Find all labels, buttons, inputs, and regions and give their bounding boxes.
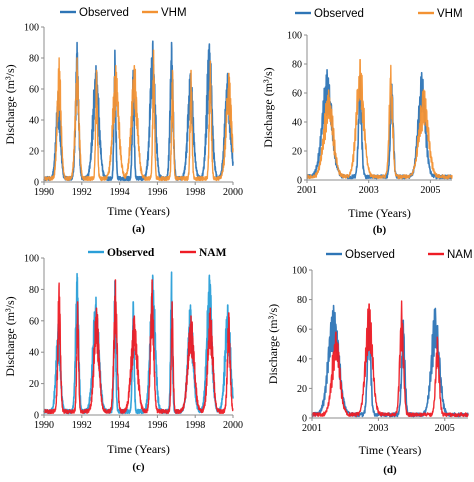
y-tick-label: 40 <box>292 118 302 129</box>
panel-label: (d) <box>383 464 397 476</box>
legend-label-vhm: VHM <box>161 7 187 19</box>
x-tick-label: 2003 <box>368 423 388 434</box>
x-tick-label: 2005 <box>420 185 440 196</box>
x-tick-label: 1992 <box>72 187 92 198</box>
y-tick-label: 40 <box>29 348 39 359</box>
y-tick-label: 60 <box>29 316 39 327</box>
series-line-observed <box>43 271 234 415</box>
legend-label-nam: NAM <box>447 249 473 261</box>
x-tick-label: 2005 <box>435 423 455 434</box>
x-axis-label: Time (Years) <box>107 204 170 218</box>
y-tick-label: 20 <box>292 147 302 158</box>
x-axis-label: Time (Years) <box>348 206 411 220</box>
x-axis-label: Time (Years) <box>359 443 422 457</box>
x-tick-label: 1998 <box>185 420 205 431</box>
x-tick-label: 2001 <box>297 185 317 196</box>
legend-label-observed: Observed <box>107 247 155 259</box>
y-axis-label: Discharge (m³/s) <box>3 296 17 376</box>
series-line-nam <box>43 279 234 415</box>
legend-label-vhm: VHM <box>437 8 463 20</box>
panel-b: 0 20 40 60 80 100 2001 2003 2005 Discharge (m³/s)… <box>261 8 463 236</box>
x-tick-label: 1996 <box>147 187 167 198</box>
y-tick-label: 0 <box>302 414 307 425</box>
y-tick-label: 100 <box>24 23 39 34</box>
legend-label-observed: Observed <box>345 249 395 261</box>
series-line-vhm <box>306 58 453 180</box>
x-tick-label: 2003 <box>359 185 379 196</box>
y-tick-label: 40 <box>297 354 307 365</box>
panel-label: (b) <box>373 224 387 236</box>
x-tick-label: 1992 <box>72 420 92 431</box>
y-axis-label: Discharge (m³/s) <box>261 67 275 147</box>
y-tick-label: 40 <box>29 116 39 127</box>
y-tick-label: 60 <box>297 325 307 336</box>
y-tick-label: 100 <box>24 254 39 265</box>
y-tick-label: 80 <box>297 295 307 306</box>
x-tick-label: 1996 <box>147 420 167 431</box>
y-tick-label: 0 <box>34 411 39 422</box>
x-axis-label: Time (Years) <box>107 442 170 456</box>
series-line-observed <box>43 40 234 182</box>
y-axis-label: Discharge (m³/s) <box>266 304 280 384</box>
series-line-observed <box>306 69 453 180</box>
y-tick-label: 20 <box>297 384 307 395</box>
x-tick-label: 2001 <box>302 423 322 434</box>
panel-a: 0 20 40 60 80 100 1990 1992 1994 1996 1998 2000 Disc… <box>3 7 243 235</box>
series-line-vhm <box>43 49 234 182</box>
series-line-observed <box>311 304 469 418</box>
y-tick-label: 60 <box>292 89 302 100</box>
panel-d: 0 20 40 60 80 100 2001 2003 2005 Discharge (m³/s)… <box>266 249 473 476</box>
y-tick-label: 20 <box>29 379 39 390</box>
legend-label-nam: NAM <box>199 247 227 259</box>
panel-label: (c) <box>132 461 145 473</box>
y-tick-label: 0 <box>34 178 39 189</box>
y-tick-label: 80 <box>29 54 39 65</box>
y-tick-label: 80 <box>292 60 302 71</box>
x-tick-label: 1998 <box>185 187 205 198</box>
y-tick-label: 100 <box>292 266 307 277</box>
y-tick-label: 0 <box>297 176 302 187</box>
y-axis-label: Discharge (m³/s) <box>3 64 17 144</box>
y-tick-label: 100 <box>287 31 302 42</box>
y-tick-label: 60 <box>29 85 39 96</box>
series-line-nam <box>311 300 469 418</box>
x-tick-label: 1990 <box>34 187 54 198</box>
x-tick-label: 2000 <box>223 187 243 198</box>
x-tick-label: 1990 <box>34 420 54 431</box>
x-tick-label: 1994 <box>110 187 130 198</box>
x-tick-label: 1994 <box>110 420 130 431</box>
panel-c: 0 20 40 60 80 100 1990 1992 1994 1996 1998 2000 Disc… <box>3 247 243 473</box>
legend-label-observed: Observed <box>314 8 364 20</box>
x-tick-label: 2000 <box>223 420 243 431</box>
panel-label: (a) <box>132 223 145 235</box>
legend-label-observed: Observed <box>79 7 129 19</box>
y-tick-label: 80 <box>29 285 39 296</box>
y-tick-label: 20 <box>29 147 39 158</box>
